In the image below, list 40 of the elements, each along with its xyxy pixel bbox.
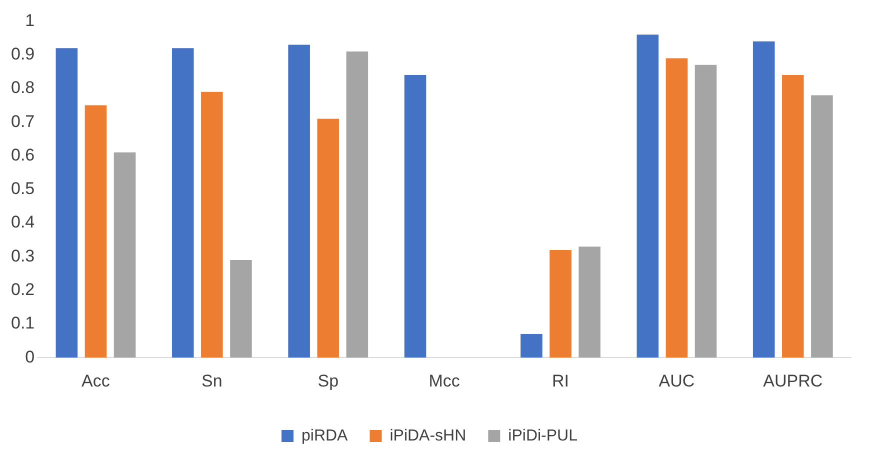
x-tick-label: RI [552, 371, 570, 390]
bar [84, 105, 107, 358]
bar [404, 75, 426, 358]
legend-label: iPiDi-PUL [508, 427, 578, 444]
bar [230, 260, 252, 358]
x-tick-label: Sn [202, 371, 222, 390]
bar [56, 48, 78, 358]
y-tick-label: 0.2 [10, 280, 35, 300]
bar [666, 58, 688, 358]
bar [782, 75, 804, 358]
bar [317, 118, 340, 358]
bar [114, 152, 136, 358]
y-tick-label: 0.6 [10, 145, 35, 164]
y-tick-label: 0 [25, 347, 35, 366]
bar [288, 44, 310, 358]
bar [578, 246, 600, 358]
y-tick-label: 0.1 [10, 314, 35, 333]
bar [550, 250, 572, 358]
bar [520, 334, 542, 358]
bar [346, 51, 368, 358]
x-tick-label: Mcc [428, 371, 460, 390]
legend-label: iPiDA-sHN [390, 427, 466, 444]
bar [636, 34, 659, 358]
x-tick-label: Acc [82, 371, 110, 390]
y-tick-label: 0.8 [10, 78, 35, 98]
x-tick-label: AUPRC [763, 371, 823, 390]
bar [752, 41, 775, 358]
y-tick-label: 0.3 [10, 246, 35, 266]
legend-label: piRDA [301, 427, 348, 444]
x-tick-label: AUC [658, 371, 695, 390]
bar [172, 48, 194, 358]
bar [694, 64, 717, 358]
y-tick-label: 0.4 [10, 212, 35, 232]
bar [201, 92, 223, 358]
bar [811, 95, 833, 358]
x-tick-label: Sp [318, 371, 339, 390]
y-tick-label: 0.5 [10, 179, 35, 198]
y-tick-label: 0.7 [10, 112, 35, 131]
y-tick-label: 1 [25, 10, 35, 30]
y-tick-label: 0.9 [10, 44, 35, 64]
